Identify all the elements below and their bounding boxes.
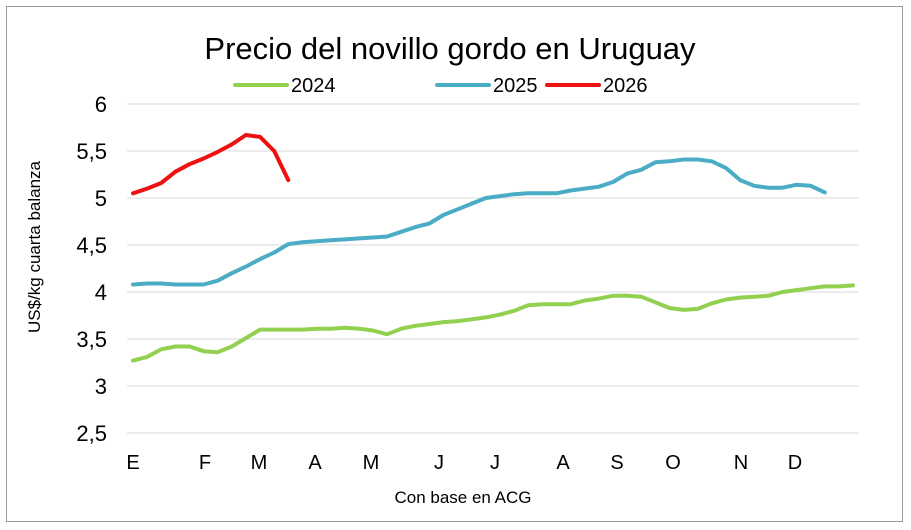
y-axis-ticks: 2,5 3 3,5 4 4,5 5 5,5 6 <box>76 92 107 446</box>
x-tick-label: D <box>788 452 802 474</box>
y-tick-label: 2,5 <box>76 421 107 446</box>
y-tick-label: 5,5 <box>76 139 107 164</box>
legend-label-2024: 2024 <box>291 75 336 97</box>
x-tick-label: E <box>126 452 139 474</box>
x-tick-label: M <box>251 452 268 474</box>
y-tick-label: 4 <box>95 280 107 305</box>
y-tick-label: 5 <box>95 186 107 211</box>
chart-title: Precio del novillo gordo en Uruguay <box>204 31 696 66</box>
chart-frame: Precio del novillo gordo en Uruguay 2024… <box>6 6 903 522</box>
x-tick-label: J <box>490 452 500 474</box>
x-tick-label: F <box>199 452 211 474</box>
x-tick-label: M <box>363 452 380 474</box>
x-tick-label: J <box>434 452 444 474</box>
y-tick-label: 4,5 <box>76 233 107 258</box>
y-tick-label: 3 <box>95 374 107 399</box>
x-tick-label: O <box>665 452 681 474</box>
legend-label-2025: 2025 <box>493 75 538 97</box>
x-tick-label: N <box>734 452 748 474</box>
legend-label-2026: 2026 <box>603 75 648 97</box>
gridlines <box>127 103 859 434</box>
x-tick-label: A <box>556 452 570 474</box>
y-tick-label: 6 <box>95 92 107 117</box>
x-axis-label: Con base en ACG <box>394 488 531 507</box>
x-tick-label: A <box>308 452 322 474</box>
chart-legend: 2024 2025 2026 <box>233 75 648 97</box>
series-line-2026 <box>131 133 291 196</box>
y-tick-label: 3,5 <box>76 327 107 352</box>
series-line-2024 <box>131 283 855 363</box>
x-tick-label: S <box>610 452 623 474</box>
y-axis-label: US$/kg cuarta balanza <box>25 160 44 333</box>
line-chart: Precio del novillo gordo en Uruguay 2024… <box>25 31 859 507</box>
series-lines <box>131 133 855 363</box>
series-line-2025 <box>131 157 827 287</box>
